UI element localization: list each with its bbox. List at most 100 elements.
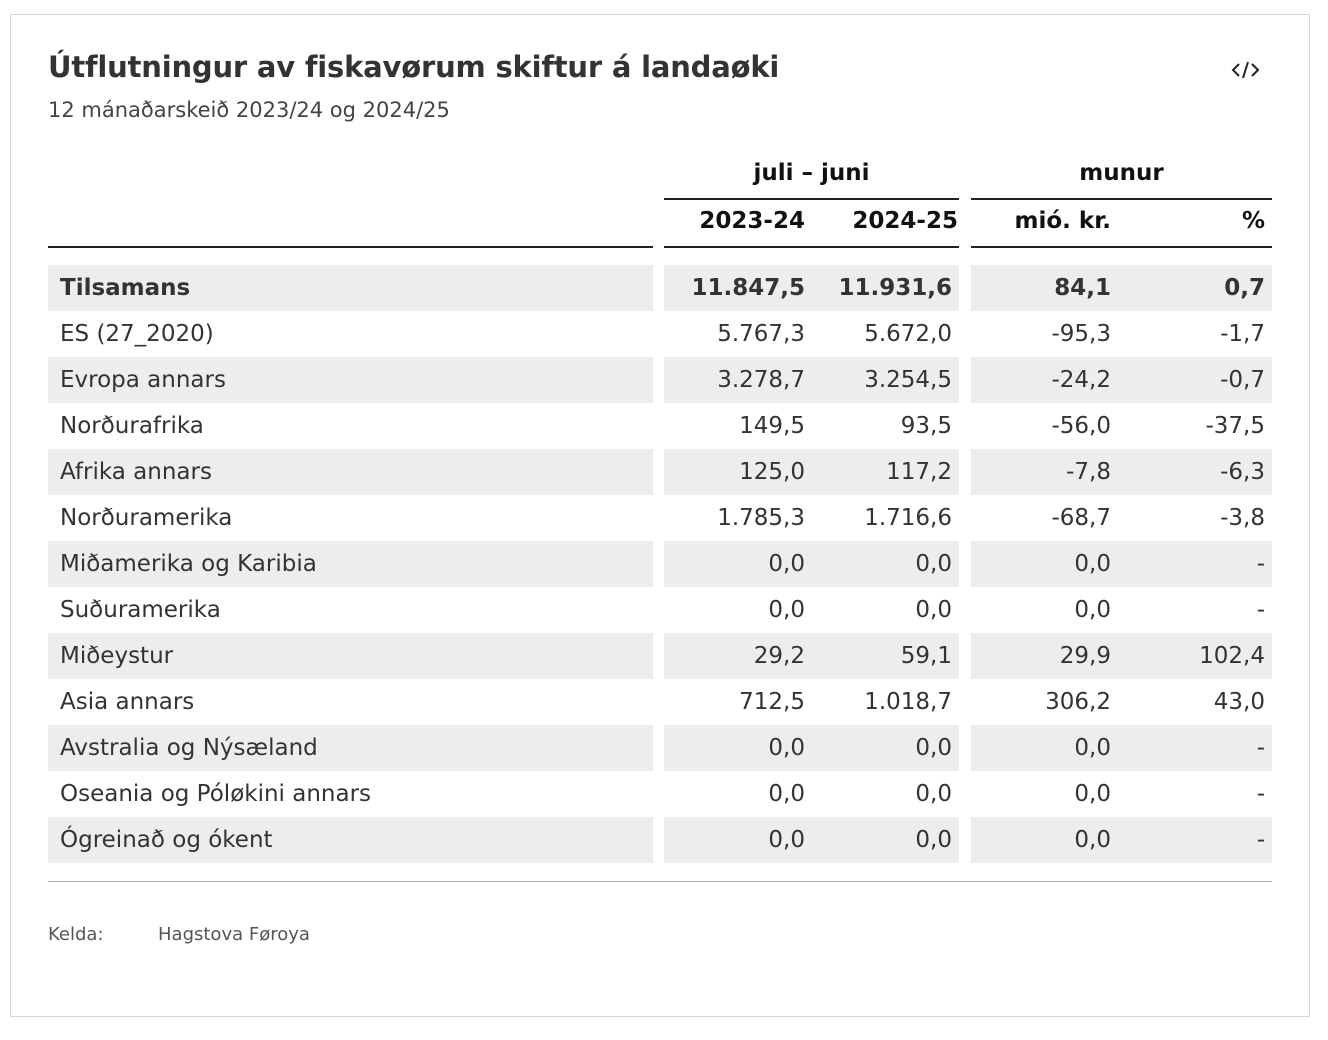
chart-title: Útflutningur av fiskavørum skiftur á lan… (48, 50, 780, 84)
row-value: 0,0 (1074, 827, 1111, 853)
row-shade (48, 449, 653, 495)
row-value: 29,9 (1059, 643, 1111, 669)
row-value: 712,5 (739, 689, 805, 715)
row-value: -7,8 (1066, 459, 1111, 485)
row-value: 11.847,5 (691, 275, 806, 301)
row-value: 0,0 (768, 735, 805, 761)
row-value: 0,0 (915, 781, 952, 807)
row-value: 0,0 (768, 781, 805, 807)
row-value: - (1256, 735, 1265, 761)
header-rule-label (48, 246, 653, 248)
column-header-2023-24: 2023-24 (699, 208, 805, 234)
column-header-mio-kr: mió. kr. (1014, 208, 1112, 234)
column-header-2024-25: 2024-25 (852, 208, 958, 234)
row-shade (971, 449, 1272, 495)
row-value: -56,0 (1051, 413, 1111, 439)
chart-subtitle: 12 mánaðarskeið 2023/24 og 2024/25 (48, 98, 450, 122)
column-header-percent: % (1241, 208, 1265, 234)
row-value: 0,0 (1074, 781, 1111, 807)
row-value: 0,0 (915, 597, 952, 623)
row-shade (971, 265, 1272, 311)
row-value: 0,0 (1074, 735, 1111, 761)
row-shade (971, 357, 1272, 403)
row-label: Miðamerika og Karibia (60, 551, 317, 577)
row-label: Tilsamans (60, 275, 191, 301)
row-value: 102,4 (1199, 643, 1265, 669)
row-label: Evropa annars (60, 367, 226, 393)
column-group-difference: munur (1079, 160, 1164, 186)
row-shade (48, 817, 653, 863)
header-rule-values (664, 246, 959, 248)
source-value: Hagstova Føroya (158, 924, 310, 945)
row-shade (664, 541, 959, 587)
row-value: 1.018,7 (864, 689, 952, 715)
row-value: 43,0 (1213, 689, 1265, 715)
header-rule-diff (971, 246, 1272, 248)
row-value: 117,2 (886, 459, 952, 485)
row-value: 29,2 (753, 643, 805, 669)
table-bottom-rule (48, 881, 1272, 882)
row-label: Oseania og Póløkini annars (60, 781, 372, 807)
group-rule-period (664, 198, 959, 200)
row-value: -68,7 (1051, 505, 1111, 531)
row-value: 1.785,3 (717, 505, 805, 531)
row-shade (971, 633, 1272, 679)
row-shade (664, 449, 959, 495)
row-value: - (1256, 827, 1265, 853)
row-value: 11.931,6 (838, 275, 953, 301)
row-value: - (1256, 597, 1265, 623)
group-rule-difference (971, 198, 1272, 200)
row-shade (971, 541, 1272, 587)
row-value: -37,5 (1205, 413, 1265, 439)
row-label: Afrika annars (60, 459, 212, 485)
row-value: 93,5 (900, 413, 952, 439)
row-label: Ógreinað og ókent (60, 827, 273, 853)
row-value: -6,3 (1220, 459, 1265, 485)
row-value: 0,0 (915, 551, 952, 577)
row-value: 3.254,5 (864, 367, 952, 393)
row-value: 0,0 (915, 827, 952, 853)
row-value: 0,0 (1074, 551, 1111, 577)
row-shade (48, 265, 653, 311)
row-shade (971, 725, 1272, 771)
row-value: -0,7 (1220, 367, 1265, 393)
row-value: 306,2 (1045, 689, 1111, 715)
row-label: Suðuramerika (60, 597, 221, 623)
row-value: 125,0 (739, 459, 805, 485)
row-value: 5.767,3 (717, 321, 805, 347)
row-value: 84,1 (1054, 275, 1111, 301)
row-shade (664, 265, 959, 311)
row-value: - (1256, 551, 1265, 577)
row-value: 0,7 (1224, 275, 1265, 301)
row-value: -1,7 (1220, 321, 1265, 347)
row-shade (664, 357, 959, 403)
row-value: 149,5 (739, 413, 805, 439)
source-label: Kelda: (48, 924, 104, 945)
row-shade (664, 633, 959, 679)
row-value: 3.278,7 (717, 367, 805, 393)
row-value: 5.672,0 (864, 321, 952, 347)
row-value: 0,0 (768, 827, 805, 853)
row-shade (664, 817, 959, 863)
row-shade (48, 357, 653, 403)
row-label: ES (27_2020) (60, 321, 214, 347)
row-value: -3,8 (1220, 505, 1265, 531)
row-label: Miðeystur (60, 643, 174, 669)
row-shade (48, 725, 653, 771)
row-label: Norðuramerika (60, 505, 233, 531)
row-value: -24,2 (1051, 367, 1111, 393)
row-label: Asia annars (60, 689, 195, 715)
row-value: 59,1 (900, 643, 952, 669)
column-group-period: juli – juni (753, 160, 870, 186)
row-label: Norðurafrika (60, 413, 204, 439)
row-value: 0,0 (768, 597, 805, 623)
code-embed-icon[interactable] (1228, 56, 1264, 84)
row-label: Avstralia og Nýsæland (60, 735, 318, 761)
row-shade (971, 817, 1272, 863)
row-value: -95,3 (1051, 321, 1111, 347)
row-shade (48, 541, 653, 587)
row-shade (48, 633, 653, 679)
row-value: 0,0 (768, 551, 805, 577)
row-value: - (1256, 781, 1265, 807)
row-value: 0,0 (915, 735, 952, 761)
